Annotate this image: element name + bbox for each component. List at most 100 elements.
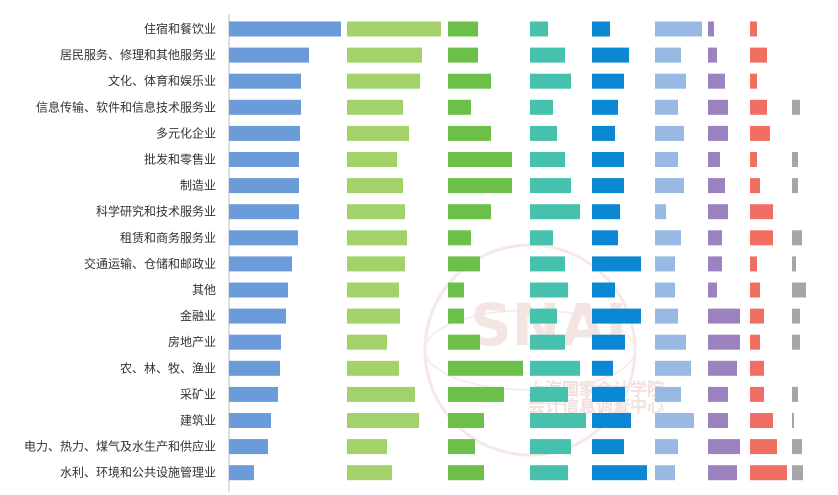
bar-panel-2	[347, 360, 399, 376]
category-label: 金融业	[180, 308, 216, 323]
bar-panel-1	[229, 178, 299, 194]
bar-panel-7	[708, 152, 720, 167]
category-label: 农、林、牧、渔业	[120, 361, 216, 375]
bar-panel-6	[655, 125, 684, 141]
bar-panel-6	[655, 47, 681, 63]
bar-panel-2	[347, 439, 387, 455]
bar-panel-9	[792, 152, 798, 167]
category-label: 批发和零售业	[144, 152, 216, 167]
bar-panel-2	[347, 47, 422, 63]
bar-panel-8	[750, 152, 757, 167]
bar-panel-6	[655, 439, 678, 455]
bar-panel-7	[708, 282, 717, 298]
bar-panel-4	[530, 73, 571, 89]
bar-panel-3	[448, 334, 480, 350]
bar-panel-8	[750, 99, 767, 115]
bar-panel-9	[792, 413, 794, 428]
bar-panel-3	[448, 439, 475, 455]
bar-panel-1	[229, 439, 268, 455]
category-label: 采矿业	[180, 387, 216, 401]
bar-panel-1	[229, 230, 298, 246]
bar-panel-9	[792, 439, 802, 455]
bar-panel-2	[347, 308, 400, 324]
bar-panel-4	[530, 21, 548, 37]
bar-panel-1	[229, 360, 280, 376]
category-label: 科学研究和技术服务业	[96, 204, 216, 219]
bar-panels	[229, 21, 806, 481]
bar-panel-1	[229, 386, 278, 402]
bar-panel-2	[347, 230, 407, 246]
bar-panel-3	[448, 308, 464, 324]
bar-panel-8	[750, 282, 760, 298]
bar-panel-6	[655, 21, 702, 37]
bar-panel-7	[708, 308, 740, 324]
bar-panel-2	[347, 334, 387, 350]
bar-panel-8	[750, 465, 787, 481]
bar-panel-3	[448, 360, 523, 376]
bar-panel-8	[750, 204, 773, 220]
bar-panel-8	[750, 360, 764, 376]
bar-panel-3	[448, 178, 512, 194]
bar-panel-6	[655, 230, 681, 246]
bar-panel-3	[448, 465, 484, 481]
bar-panel-7	[708, 99, 728, 115]
bar-panel-5	[592, 204, 620, 220]
bar-panel-9	[792, 282, 806, 298]
bar-panel-4	[530, 465, 568, 481]
bar-panel-4	[530, 308, 557, 324]
bar-panel-3	[448, 413, 484, 428]
bar-panel-8	[750, 178, 760, 194]
category-label: 电力、热力、煤气及水生产和供应业	[24, 439, 216, 454]
bar-panel-1	[229, 465, 254, 481]
bar-panel-1	[229, 308, 286, 324]
bar-panel-7	[708, 21, 714, 37]
bar-panel-6	[655, 204, 666, 220]
category-labels: 住宿和餐饮业居民服务、修理和其他服务业文化、体育和娱乐业信息传输、软件和信息技术…	[24, 21, 216, 480]
bar-panel-5	[592, 230, 618, 246]
bar-panel-6	[655, 73, 686, 89]
bar-panel-3	[448, 152, 512, 167]
bar-panel-8	[750, 21, 757, 37]
bar-panel-9	[792, 386, 798, 402]
bar-panel-5	[592, 152, 624, 167]
bar-panel-1	[229, 204, 299, 220]
bar-panel-4	[530, 282, 568, 298]
bar-panel-2	[347, 465, 392, 481]
bar-panel-1	[229, 73, 301, 89]
bar-panel-2	[347, 73, 420, 89]
bar-panel-7	[708, 386, 728, 402]
bar-panel-8	[750, 439, 777, 455]
bar-panel-8	[750, 73, 757, 89]
bar-panel-6	[655, 413, 694, 428]
bar-panel-4	[530, 413, 586, 428]
category-label: 居民服务、修理和其他服务业	[60, 47, 216, 62]
category-label: 水利、环境和公共设施管理业	[60, 465, 216, 480]
bar-panel-5	[592, 256, 641, 272]
bar-panel-7	[708, 465, 737, 481]
bar-panel-4	[530, 99, 553, 115]
bar-panel-8	[750, 308, 764, 324]
category-label: 交通运输、仓储和邮政业	[84, 256, 216, 271]
bar-panel-6	[655, 99, 678, 115]
bar-panel-4	[530, 256, 565, 272]
bar-panel-5	[592, 439, 624, 455]
bar-panel-6	[655, 152, 678, 167]
category-label: 住宿和餐饮业	[144, 21, 216, 36]
bar-panel-4	[530, 204, 580, 220]
bar-panel-7	[708, 73, 725, 89]
bar-panel-4	[530, 439, 571, 455]
bar-panel-1	[229, 334, 281, 350]
bar-panel-5	[592, 73, 624, 89]
bar-panel-2	[347, 178, 403, 194]
bar-panel-8	[750, 256, 757, 272]
bar-panel-3	[448, 230, 471, 246]
category-label: 建筑业	[180, 413, 216, 428]
bar-panel-8	[750, 125, 770, 141]
bar-panel-4	[530, 230, 553, 246]
bar-panel-7	[708, 204, 728, 220]
bar-panel-1	[229, 152, 299, 167]
category-label: 信息传输、软件和信息技术服务业	[36, 99, 216, 114]
bar-panel-1	[229, 21, 341, 37]
bar-panel-9	[792, 178, 798, 194]
bar-panel-3	[448, 47, 478, 63]
